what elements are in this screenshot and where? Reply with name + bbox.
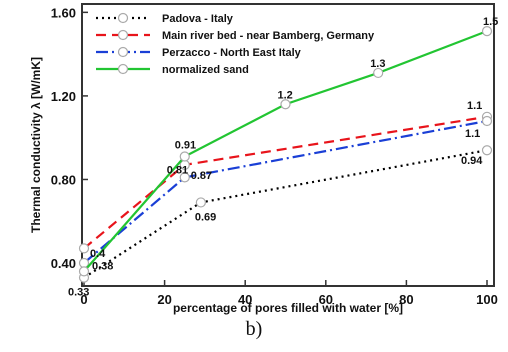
x-tick-label: 20 <box>157 292 171 307</box>
data-point-marker <box>280 99 291 110</box>
data-point-marker <box>78 243 90 254</box>
y-tick-label: 0.80 <box>51 172 76 187</box>
y-tick-label: 0.40 <box>51 256 76 271</box>
data-point-marker <box>78 266 90 277</box>
series-lines <box>78 26 493 283</box>
y-tick-label: 1.60 <box>51 5 76 20</box>
legend-label: Perzacco - North East Italy <box>162 47 302 59</box>
data-label: 0.81 <box>167 164 188 176</box>
data-point-marker <box>195 197 206 208</box>
legend-label: Padova - Italy <box>162 13 234 25</box>
data-label: 0.87 <box>191 170 212 182</box>
data-point-marker <box>179 172 190 183</box>
legend: Padova - Italy Main river bed - near Bamb… <box>96 12 375 76</box>
data-label: 0.33 <box>68 287 89 299</box>
y-tick-label: 1.20 <box>51 89 76 104</box>
data-label: 0.4 <box>90 248 106 260</box>
legend-marker <box>117 29 129 41</box>
data-label: 0.94 <box>461 155 483 167</box>
data-label: 0.38 <box>92 260 113 272</box>
x-tick-label: 40 <box>238 292 252 307</box>
x-tick-label: 60 <box>319 292 333 307</box>
data-point-marker <box>179 151 190 162</box>
plot-frame <box>81 3 495 287</box>
data-label: 1.3 <box>370 58 385 70</box>
legend-label: Main river bed - near Bamberg, Germany <box>162 30 375 42</box>
y-axis-label: Thermal conductivity λ [W/mK] <box>29 57 43 233</box>
data-point-marker <box>373 67 384 79</box>
data-point-marker <box>481 26 493 37</box>
x-tick-label: 0 <box>80 292 87 307</box>
legend-marker <box>117 12 129 24</box>
data-label: 0.91 <box>175 139 196 151</box>
legend-label: normalized sand <box>162 64 249 76</box>
data-label: 1.1 <box>465 128 480 140</box>
data-point-marker <box>481 145 493 156</box>
data-point-marker <box>481 115 493 127</box>
x-axis-ticks: 0 20 40 60 80 100 <box>80 280 498 307</box>
legend-marker <box>117 63 129 75</box>
data-label: 1.5 <box>483 16 498 28</box>
figure-caption: b) <box>245 318 263 340</box>
data-label: 1.2 <box>278 89 293 101</box>
data-label: 1.1 <box>467 100 482 112</box>
x-tick-label: 100 <box>476 292 498 307</box>
data-label: 0.69 <box>195 211 216 223</box>
data-labels: 0.33 0.69 0.94 0.87 1.1 0.4 0.81 1.1 0.38 0.91 1.2… <box>68 16 498 298</box>
x-axis-label: percentage of pores filled with water [%… <box>173 301 403 315</box>
x-tick-label: 80 <box>399 292 413 307</box>
legend-marker <box>117 46 129 58</box>
